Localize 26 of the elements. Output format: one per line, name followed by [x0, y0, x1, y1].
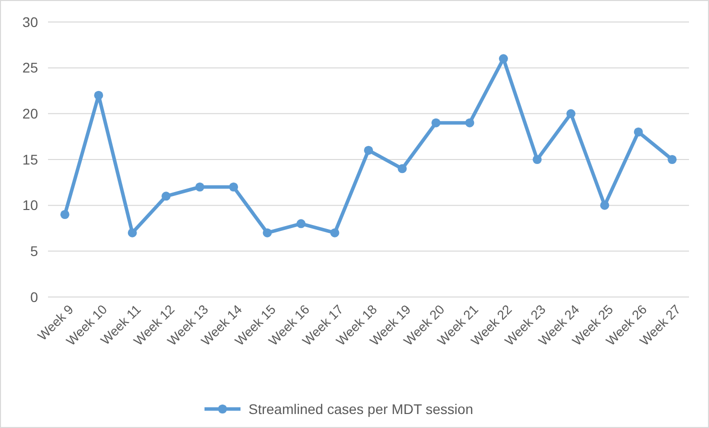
point	[364, 146, 374, 155]
y-tick-label: 5	[30, 243, 38, 260]
y-tick-label: 10	[22, 197, 38, 214]
point	[634, 127, 643, 137]
y-tick-label: 20	[22, 106, 38, 122]
point	[532, 154, 542, 164]
point	[465, 118, 474, 128]
y-tick-label: 30	[22, 14, 38, 30]
point	[330, 228, 340, 238]
point	[296, 219, 306, 228]
point	[128, 228, 137, 238]
point	[262, 228, 272, 238]
point	[668, 154, 677, 164]
y-tick-label: 25	[22, 60, 38, 76]
point	[162, 192, 171, 201]
y-tick-label: 15	[22, 151, 38, 168]
point	[566, 109, 576, 118]
point	[195, 182, 204, 192]
point	[60, 210, 70, 220]
point	[431, 118, 440, 128]
point	[398, 164, 407, 174]
point	[498, 54, 508, 64]
point	[229, 182, 238, 192]
legend-label: Streamlined cases per MDT session	[248, 400, 474, 417]
point	[94, 90, 104, 100]
y-tick-label: 0	[30, 288, 38, 305]
